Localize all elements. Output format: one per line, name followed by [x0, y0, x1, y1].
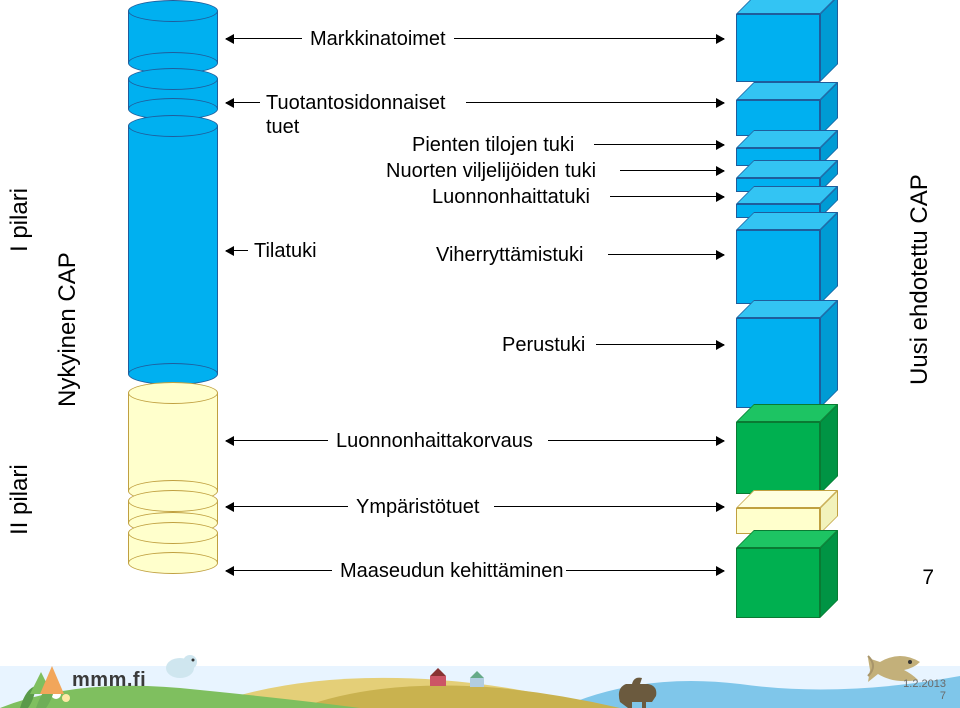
label-markkinatoimet: Markkinatoimet	[310, 28, 446, 51]
label-tuet: tuet	[266, 116, 299, 139]
label-tuotantosidonnaiset: Tuotantosidonnaiset	[266, 92, 445, 115]
arrow	[226, 38, 302, 39]
label-luonnonhaittakorvaus: Luonnonhaittakorvaus	[336, 430, 533, 453]
label-ymparistotuet: Ympäristötuet	[356, 496, 479, 519]
label-luonnonhaittatuki: Luonnonhaittatuki	[432, 186, 590, 209]
label-i-pilari: I pilari	[6, 100, 34, 340]
label-viherryttamistuki: Viherryttämistuki	[436, 244, 583, 267]
arrow	[620, 170, 724, 171]
page-footer: 1.2.2013 7	[903, 678, 946, 702]
arrow	[494, 506, 724, 507]
label-perustuki: Perustuki	[502, 334, 585, 357]
box3d	[736, 212, 838, 304]
label-maaseudun: Maaseudun kehittäminen	[340, 560, 563, 583]
box3d	[736, 404, 838, 494]
arrow	[608, 254, 724, 255]
arrow	[610, 196, 724, 197]
logo-text: mmm.fi	[72, 669, 146, 692]
box3d	[736, 0, 838, 82]
footer-illustration	[0, 628, 960, 708]
box3d	[736, 300, 838, 408]
box3d	[736, 82, 838, 136]
mmm-logo-icon	[30, 666, 64, 694]
label-uusi-cap: Uusi ehdotettu CAP	[906, 100, 934, 460]
cylinder	[128, 68, 218, 120]
arrow	[226, 570, 332, 571]
arrow	[596, 344, 724, 345]
arrow	[226, 250, 248, 251]
arrow	[566, 570, 724, 571]
arrow	[594, 144, 724, 145]
slide-number: 7	[922, 566, 934, 590]
cylinder	[128, 522, 218, 574]
cylinder	[128, 115, 218, 385]
cylinder	[128, 382, 218, 502]
arrow	[226, 440, 328, 441]
label-pienten-tilojen: Pienten tilojen tuki	[412, 134, 574, 157]
arrow	[226, 102, 260, 103]
footer-date: 1.2.2013	[903, 678, 946, 690]
label-tilatuki: Tilatuki	[254, 240, 317, 263]
label-ii-pilari: II pilari	[6, 400, 34, 600]
arrow	[548, 440, 724, 441]
footer-scene: mmm.fi	[0, 628, 960, 708]
label-nykyinen-cap: Nykyinen CAP	[54, 140, 82, 520]
slide: I pilari II pilari Nykyinen CAP Uusi ehd…	[0, 0, 960, 708]
box3d	[736, 530, 838, 618]
arrow	[454, 38, 724, 39]
cylinder	[128, 0, 218, 74]
label-nuorten-viljelijoiden: Nuorten viljelijöiden tuki	[386, 160, 596, 183]
footer-page: 7	[940, 690, 946, 702]
box3d	[736, 490, 838, 534]
arrow	[466, 102, 724, 103]
arrow	[226, 506, 348, 507]
